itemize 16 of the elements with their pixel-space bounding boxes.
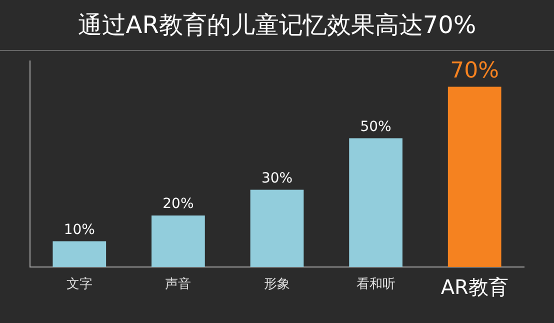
chart-title: 通过AR教育的儿童记忆效果高达70% <box>0 0 554 51</box>
bar <box>250 190 304 267</box>
x-tick-label: 文字 <box>66 276 92 292</box>
x-tick-label: 形象 <box>264 277 290 292</box>
bar <box>349 138 402 267</box>
x-tick-label: AR教育 <box>440 275 508 300</box>
x-tick-label: 看和听 <box>356 277 396 292</box>
data-label: 30% <box>261 170 293 186</box>
bar <box>152 216 205 267</box>
bar <box>52 241 106 267</box>
data-label: 10% <box>64 222 95 238</box>
data-label: 50% <box>360 118 392 135</box>
data-label: 70% <box>450 58 500 84</box>
bar <box>448 86 502 267</box>
data-label: 20% <box>162 196 194 212</box>
x-tick-label: 声音 <box>165 277 192 292</box>
